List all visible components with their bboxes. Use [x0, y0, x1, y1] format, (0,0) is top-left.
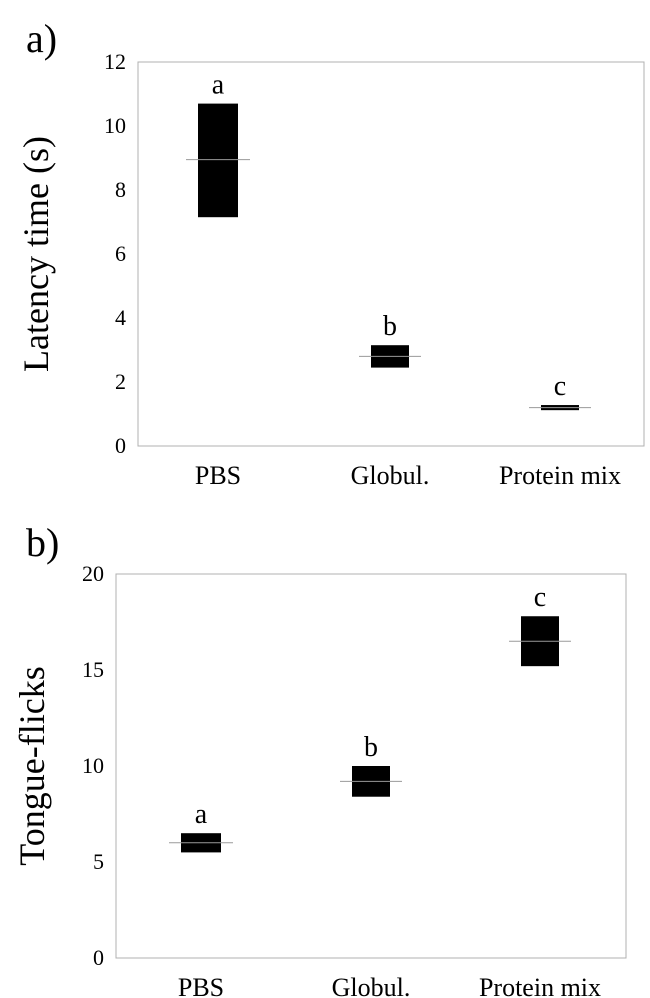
plot-frame: [115, 573, 627, 959]
y-tick-label: 10: [82, 753, 104, 778]
y-tick-label: 20: [82, 561, 104, 586]
significance-letter: a: [195, 799, 208, 830]
significance-letter: b: [364, 732, 378, 763]
y-tick-label: 0: [93, 945, 104, 970]
x-category-label: PBS: [195, 461, 241, 490]
x-category-label: Globul.: [351, 461, 430, 490]
significance-letter: c: [554, 371, 566, 402]
x-category-label: Protein mix: [499, 461, 621, 490]
x-category-label: Globul.: [332, 973, 411, 998]
panel-a: a) 0 2 4 6 8 10 12 Latency time (s) PBS Globul. Pro…: [16, 16, 645, 490]
y-axis-label: Tongue-flicks: [12, 666, 52, 865]
y-axis-label: Latency time (s): [16, 136, 56, 372]
x-category-label: PBS: [178, 973, 224, 998]
panel-label: b): [26, 520, 59, 565]
y-tick-label: 12: [104, 49, 126, 74]
y-tick-label: 8: [115, 177, 126, 202]
y-tick-label: 15: [82, 657, 104, 682]
plot-frame: [137, 61, 645, 447]
panel-label: a): [26, 16, 57, 61]
panel-b: b) 0 5 10 15 20 Tongue-flicks PBS Globul. Protein…: [12, 520, 627, 998]
y-tick-label: 4: [115, 305, 126, 330]
significance-letter: a: [212, 70, 225, 101]
y-tick-label: 10: [104, 113, 126, 138]
y-tick-label: 0: [115, 433, 126, 458]
y-tick-label: 5: [93, 849, 104, 874]
box-mark: [198, 103, 238, 218]
x-category-label: Protein mix: [479, 973, 601, 998]
y-tick-label: 6: [115, 241, 126, 266]
significance-letter: b: [383, 311, 397, 342]
significance-letter: c: [534, 582, 546, 613]
y-tick-label: 2: [115, 369, 126, 394]
